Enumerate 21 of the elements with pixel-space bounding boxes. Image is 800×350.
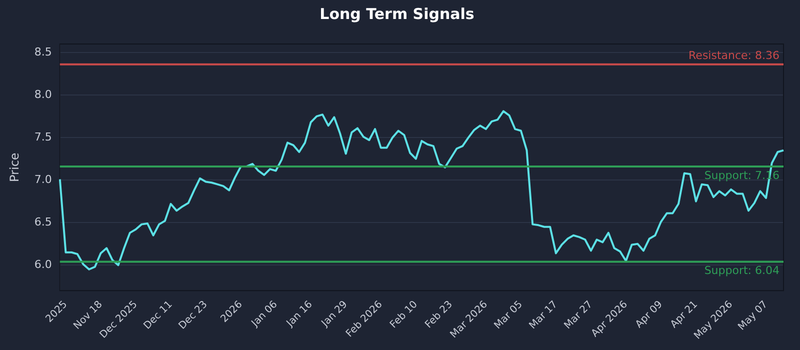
x-tick-label: Apr 09 (634, 299, 665, 330)
ref-line-label: Resistance: 8.36 (688, 48, 780, 62)
y-tick-label: 8.5 (34, 45, 52, 58)
x-tick-label: Jan 16 (284, 299, 315, 330)
y-tick-label: 7.0 (34, 172, 52, 186)
x-tick-label: Jan 29 (319, 299, 350, 330)
x-tick-label: Apr 21 (668, 299, 700, 330)
x-tick-label: Mar 17 (528, 299, 560, 332)
x-tick-label: Jan 06 (249, 299, 280, 330)
x-tick-label: Dec 23 (177, 299, 210, 332)
y-tick-label: 8.0 (34, 88, 52, 101)
x-tick-label: Mar 05 (492, 299, 525, 332)
x-tick-label: Dec 11 (142, 299, 175, 332)
y-axis-title: Price (7, 152, 22, 182)
y-tick-label: 6.0 (34, 258, 52, 271)
chart-title: Long Term Signals (320, 4, 474, 23)
y-tick-label: 7.5 (34, 130, 52, 144)
ref-line-label: Support: 6.04 (704, 264, 780, 278)
x-tick-label: Feb 23 (423, 299, 455, 331)
x-tick-label: Feb 10 (388, 299, 420, 331)
y-tick-label: 6.5 (34, 215, 52, 228)
